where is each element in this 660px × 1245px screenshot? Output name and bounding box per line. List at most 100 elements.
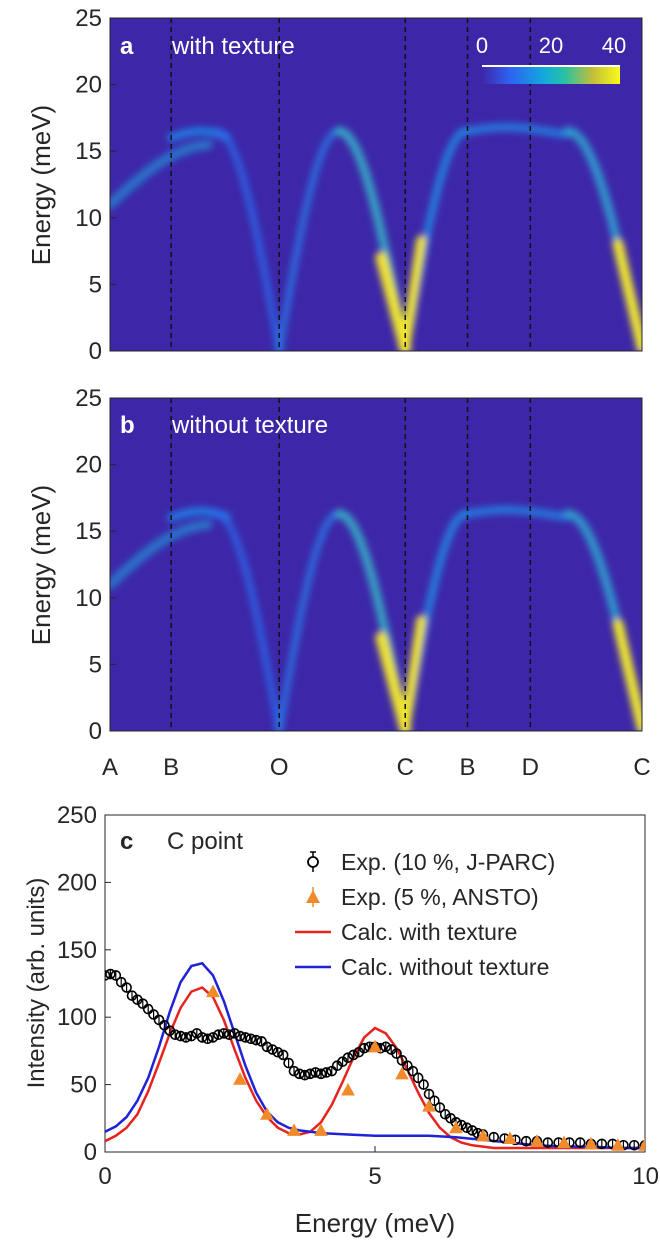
c-ytick-label-50: 50: [70, 1072, 97, 1099]
series-0-point-76: [542, 1137, 554, 1148]
c-xtick-label-5: 5: [368, 1163, 381, 1190]
heatmap-a-bands: [110, 123, 642, 351]
q-point-label-2: O: [270, 754, 289, 781]
series-1-point-3: [287, 1123, 301, 1136]
legend-swatch-0: [307, 856, 319, 868]
c-ytick-label-250: 250: [57, 802, 97, 829]
q-point-label-6: C: [633, 754, 650, 781]
ytick-label-a-20: 20: [75, 72, 102, 99]
ytick-label-a-0: 0: [89, 338, 102, 365]
series-0-point-10: [153, 1014, 165, 1026]
legend-label-1: Exp. (5 %, ANSTO): [341, 884, 539, 910]
colorbar-tick-20: 20: [539, 33, 563, 58]
c-ytick-label-200: 200: [57, 869, 97, 896]
c-ytick-label-0: 0: [84, 1139, 97, 1166]
ytick-label-a-5: 5: [89, 271, 102, 298]
series-0-point-33: [277, 1049, 289, 1061]
series-0-point-31: [267, 1044, 278, 1055]
heatmap-b-hot-right-c: [612, 618, 642, 731]
series-0-point-2: [110, 970, 122, 981]
series-1-point-12: [530, 1134, 544, 1147]
legend-label-2: Calc. with texture: [341, 919, 517, 945]
series-0-point-23: [223, 1029, 235, 1041]
plot-c-xlabel: Energy (meV): [295, 1208, 455, 1238]
legend-swatch-1: [306, 890, 320, 903]
series-1-point-0: [206, 984, 220, 998]
heatmap-b-background: [110, 398, 642, 731]
series-0-point-81: [596, 1138, 608, 1150]
heatmap-a-frame: [109, 17, 643, 352]
c-xtick-label-0: 0: [98, 1163, 111, 1190]
colorbar-tick-40: 40: [602, 33, 626, 58]
heatmap-a-hot-left-c-rise: [400, 235, 427, 351]
series-1-point-13: [557, 1135, 571, 1149]
series-1-point-2: [260, 1107, 274, 1120]
ytick-label-b-0: 0: [89, 718, 102, 745]
panel-b-label: without texture: [171, 412, 328, 439]
series-1-point-6: [368, 1039, 382, 1053]
heatmap-a-hot-left-c: [375, 251, 412, 351]
panel-b-letter: b: [120, 412, 135, 439]
series-0-point-14: [175, 1030, 186, 1042]
series-0-point-67: [461, 1122, 473, 1134]
c-ytick-label-100: 100: [57, 1004, 97, 1031]
series-1-point-4: [314, 1123, 328, 1136]
series-0-point-16: [186, 1030, 197, 1042]
panel-c-title: C point: [167, 828, 243, 855]
legend-label-0: Exp. (10 %, J-PARC): [341, 849, 555, 875]
plot-c-ylabel: Intensity (arb. units): [23, 878, 50, 1089]
ytick-label-b-25: 25: [75, 385, 102, 412]
series-0-point-13: [169, 1029, 181, 1041]
series-0-point-1: [105, 968, 116, 980]
ytick-label-a-15: 15: [75, 138, 102, 165]
series-line-2: [105, 986, 645, 1150]
ytick-label-b-5: 5: [89, 651, 102, 678]
series-0-point-79: [574, 1137, 586, 1148]
series-0-point-22: [218, 1028, 230, 1039]
heatmap-b-qlines: [170, 398, 532, 731]
colorbar-tick-0: 0: [476, 33, 488, 58]
series-1-point-11: [503, 1131, 517, 1145]
colorbar-gradient: [482, 66, 620, 84]
heatmap-b-y-axis: 0 5 10 15 20 25: [75, 385, 116, 745]
heatmap-a-y-axis: 0 5 10 15 20 25: [75, 5, 116, 365]
series-0-point-54: [391, 1048, 402, 1059]
ytick-label-b-10: 10: [75, 585, 102, 612]
series-0-point-19: [202, 1033, 213, 1045]
series-0-point-28: [250, 1034, 262, 1046]
colorbar: 0 20 40: [476, 33, 626, 84]
q-point-label-1: B: [163, 754, 179, 781]
panel-a: a with texture 0 20 40 0 5 10 15 20 25 Energy…: [26, 5, 643, 365]
ytick-label-b-20: 20: [75, 452, 102, 479]
panel-b: b without texture 0 5 10 15 20 25 Energy (meV…: [26, 385, 651, 781]
series-0-point-27: [245, 1033, 257, 1045]
heatmap-a-band-plateau: [462, 123, 572, 139]
series-0-point-62: [434, 1102, 446, 1113]
heatmap-b-band-to-o: [212, 510, 283, 731]
c-ytick-label-150: 150: [57, 937, 97, 964]
series-0-point-39: [310, 1067, 321, 1078]
series-0-point-36: [294, 1068, 305, 1080]
heatmap-a-hot-right-c: [612, 238, 642, 351]
heatmap-a-ylabel: Energy (meV): [26, 105, 56, 265]
series-1-point-9: [449, 1120, 463, 1134]
panel-c: 0 50 100 150 200 250 0 5 10 c C point Exp. (10 %…: [23, 802, 659, 1238]
heatmap-b-band-a-b: [110, 519, 213, 590]
heatmap-b-hot-left-c-rise: [400, 615, 427, 731]
series-0-point-34: [283, 1057, 294, 1069]
q-point-label-0: A: [102, 754, 118, 781]
series-1-point-16: [638, 1138, 645, 1151]
heatmap-b-ylabel: Energy (meV): [26, 485, 56, 645]
series-0-point-68: [466, 1125, 478, 1136]
series-0-point-20: [207, 1032, 219, 1043]
heatmap-b-band-plateau: [462, 505, 572, 521]
heatmap-a-band-o-up: [275, 127, 343, 351]
series-0-point-71: [488, 1131, 500, 1143]
series-0-point-45: [342, 1052, 354, 1063]
series-1-point-7: [395, 1066, 409, 1080]
series-0-point-3: [115, 976, 127, 988]
series-0-point-29: [256, 1036, 267, 1047]
series-0-point-56: [402, 1060, 413, 1072]
plot-c-axes: 0 50 100 150 200 250 0 5 10: [57, 802, 659, 1190]
